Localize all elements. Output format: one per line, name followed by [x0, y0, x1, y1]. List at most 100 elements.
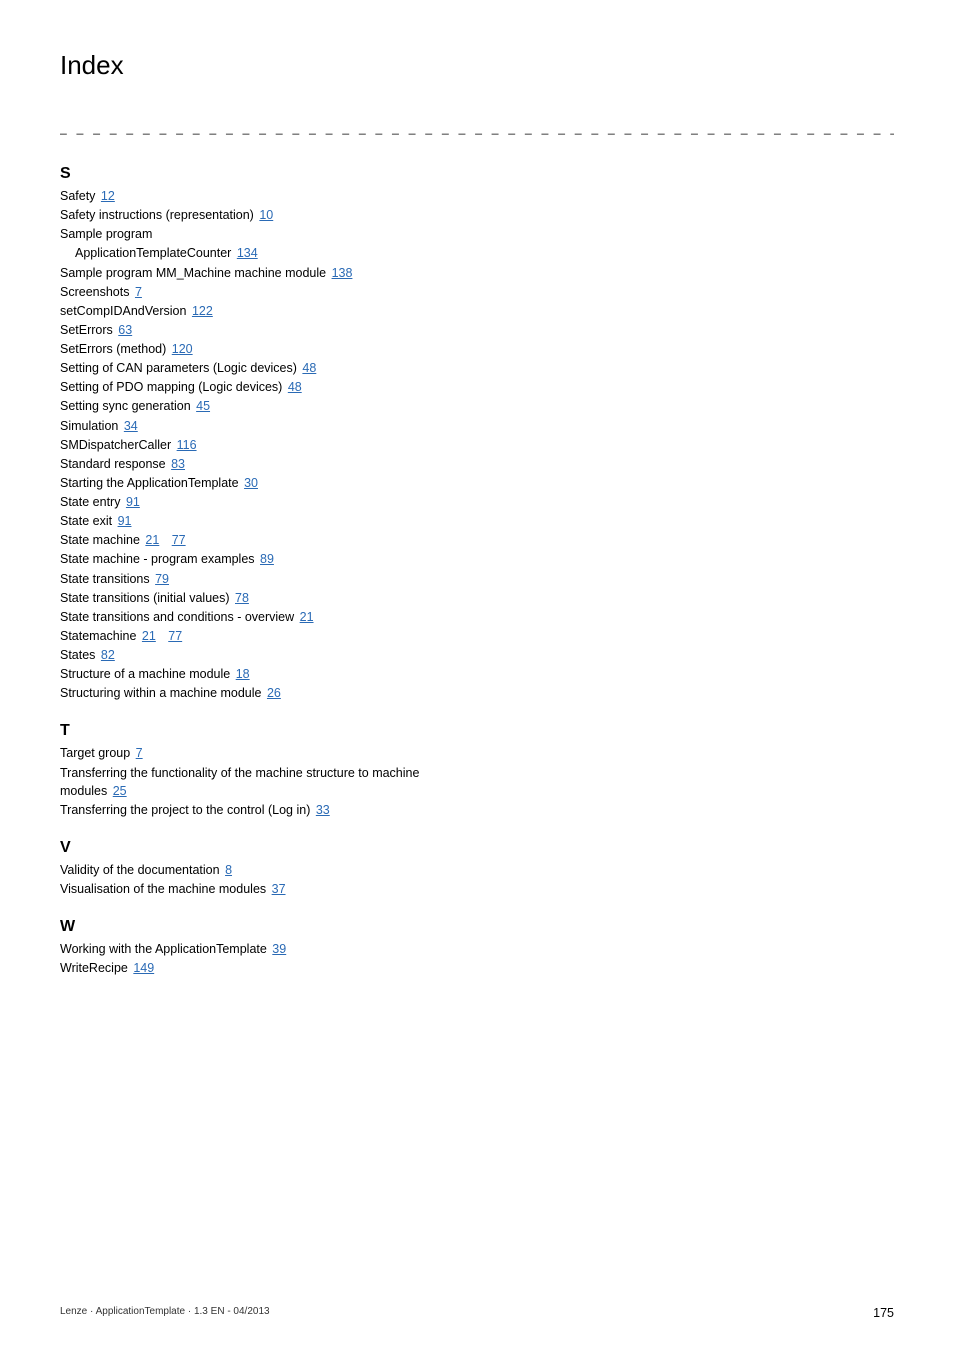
page-reference-link[interactable]: 91 — [118, 514, 132, 528]
index-entry: Validity of the documentation 8 — [60, 861, 894, 879]
page-reference-link[interactable]: 25 — [113, 784, 127, 798]
page-reference-link[interactable]: 79 — [155, 572, 169, 586]
index-entry: Sample program — [60, 225, 894, 243]
entry-text: Structuring within a machine module — [60, 686, 265, 700]
index-entry: Simulation 34 — [60, 417, 894, 435]
entry-text: Screenshots — [60, 285, 133, 299]
index-entry: Safety instructions (representation) 10 — [60, 206, 894, 224]
index-entry: Working with the ApplicationTemplate 39 — [60, 940, 894, 958]
index-entry: Sample program MM_Machine machine module… — [60, 264, 894, 282]
page-reference-link[interactable]: 82 — [101, 648, 115, 662]
index-entry: SMDispatcherCaller 116 — [60, 436, 894, 454]
entry-text: State transitions (initial values) — [60, 591, 233, 605]
entry-text: State transitions and conditions - overv… — [60, 610, 298, 624]
page-reference-link[interactable]: 138 — [332, 266, 353, 280]
index-entry: Transferring the project to the control … — [60, 801, 894, 819]
entry-text: State machine - program examples — [60, 552, 258, 566]
page-reference-link[interactable]: 149 — [133, 961, 154, 975]
entry-text: State exit — [60, 514, 116, 528]
entry-text: Visualisation of the machine modules — [60, 882, 270, 896]
index-entry: WriteRecipe 149 — [60, 959, 894, 977]
entry-text: setCompIDAndVersion — [60, 304, 190, 318]
entry-text: Starting the ApplicationTemplate — [60, 476, 242, 490]
index-body: SSafety 12Safety instructions (represent… — [60, 165, 894, 977]
page-reference-link[interactable]: 45 — [196, 399, 210, 413]
entry-text: Setting of PDO mapping (Logic devices) — [60, 380, 286, 394]
page-reference-link[interactable]: 10 — [259, 208, 273, 222]
entry-text: Safety instructions (representation) — [60, 208, 257, 222]
page-reference-link[interactable]: 48 — [288, 380, 302, 394]
index-entry: Visualisation of the machine modules 37 — [60, 880, 894, 898]
index-entry: States 82 — [60, 646, 894, 664]
entry-text: Simulation — [60, 419, 122, 433]
divider-dashes: _ _ _ _ _ _ _ _ _ _ _ _ _ _ _ _ _ _ _ _ … — [60, 121, 894, 135]
entry-text: Target group — [60, 746, 134, 760]
entry-text: Transferring the project to the control … — [60, 803, 314, 817]
index-entry: State transitions and conditions - overv… — [60, 608, 894, 626]
page-reference-link[interactable]: 21 — [300, 610, 314, 624]
entry-text: Safety — [60, 189, 99, 203]
index-entry: Screenshots 7 — [60, 283, 894, 301]
entry-text: Structure of a machine module — [60, 667, 234, 681]
index-entry: Setting of PDO mapping (Logic devices) 4… — [60, 378, 894, 396]
page-reference-link[interactable]: 63 — [118, 323, 132, 337]
index-entry: Target group 7 — [60, 744, 894, 762]
page-reference-link[interactable]: 26 — [267, 686, 281, 700]
index-entry: setCompIDAndVersion 122 — [60, 302, 894, 320]
index-entry: SetErrors (method) 120 — [60, 340, 894, 358]
footer-left: Lenze · ApplicationTemplate · 1.3 EN - 0… — [60, 1306, 270, 1320]
entry-text: State transitions — [60, 572, 153, 586]
index-entry: State transitions (initial values) 78 — [60, 589, 894, 607]
entry-text: Standard response — [60, 457, 169, 471]
entry-text: State entry — [60, 495, 124, 509]
entry-text: States — [60, 648, 99, 662]
page-reference-link[interactable]: 134 — [237, 246, 258, 260]
index-entry: Structure of a machine module 18 — [60, 665, 894, 683]
page-reference-link[interactable]: 18 — [236, 667, 250, 681]
page-reference-link[interactable]: 122 — [192, 304, 213, 318]
page-reference-link[interactable]: 48 — [302, 361, 316, 375]
index-entry: Setting sync generation 45 — [60, 397, 894, 415]
entry-text: Sample program — [60, 227, 152, 241]
page-reference-link[interactable]: 39 — [272, 942, 286, 956]
page-reference-link[interactable]: 77 — [168, 629, 182, 643]
page-reference-link[interactable]: 33 — [316, 803, 330, 817]
index-entry: State machine - program examples 89 — [60, 550, 894, 568]
entry-text: WriteRecipe — [60, 961, 131, 975]
page-reference-link[interactable]: 83 — [171, 457, 185, 471]
page-reference-link[interactable]: 77 — [172, 533, 186, 547]
section-letter: T — [60, 722, 894, 740]
entry-text: State machine — [60, 533, 143, 547]
index-entry: Setting of CAN parameters (Logic devices… — [60, 359, 894, 377]
index-entry: State machine 21 77 — [60, 531, 894, 549]
page-reference-link[interactable]: 12 — [101, 189, 115, 203]
index-entry: Statemachine 21 77 — [60, 627, 894, 645]
page-reference-link[interactable]: 120 — [172, 342, 193, 356]
index-entry: SetErrors 63 — [60, 321, 894, 339]
page-reference-link[interactable]: 21 — [145, 533, 159, 547]
page-reference-link[interactable]: 91 — [126, 495, 140, 509]
page-reference-link[interactable]: 30 — [244, 476, 258, 490]
index-entry: Structuring within a machine module 26 — [60, 684, 894, 702]
page-reference-link[interactable]: 7 — [135, 285, 142, 299]
entry-text: Setting sync generation — [60, 399, 194, 413]
page-title: Index — [60, 50, 894, 81]
index-entry: ApplicationTemplateCounter 134 — [60, 244, 894, 262]
footer: Lenze · ApplicationTemplate · 1.3 EN - 0… — [60, 1306, 894, 1320]
section-letter: W — [60, 918, 894, 936]
page-reference-link[interactable]: 37 — [272, 882, 286, 896]
entry-text: Working with the ApplicationTemplate — [60, 942, 270, 956]
entry-text: SMDispatcherCaller — [60, 438, 175, 452]
index-entry: State exit 91 — [60, 512, 894, 530]
index-entry: State transitions 79 — [60, 570, 894, 588]
entry-text: ApplicationTemplateCounter — [75, 246, 235, 260]
entry-text: SetErrors — [60, 323, 116, 337]
page-reference-link[interactable]: 78 — [235, 591, 249, 605]
page-reference-link[interactable]: 21 — [142, 629, 156, 643]
entry-text: Statemachine — [60, 629, 140, 643]
page-reference-link[interactable]: 34 — [124, 419, 138, 433]
page-reference-link[interactable]: 7 — [136, 746, 143, 760]
page-reference-link[interactable]: 116 — [177, 438, 197, 452]
page-reference-link[interactable]: 8 — [225, 863, 232, 877]
page-reference-link[interactable]: 89 — [260, 552, 274, 566]
